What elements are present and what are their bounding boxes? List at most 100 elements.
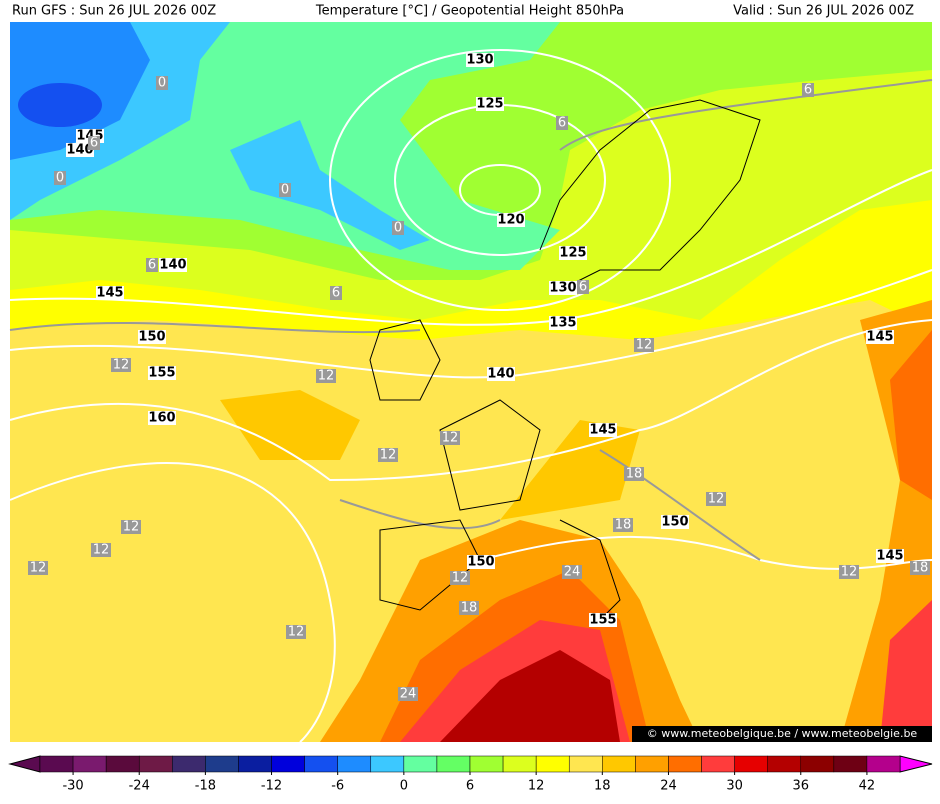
colorbar-segment [568, 755, 603, 773]
temperature-label: 12 [442, 431, 459, 446]
temperature-label-bg [392, 221, 404, 235]
temperature-label-bg [146, 258, 158, 272]
temperature-label: 12 [380, 448, 397, 463]
height-label: 125 [476, 97, 503, 112]
height-label-bg [487, 367, 515, 381]
temperature-label-bg [910, 561, 930, 575]
height-label: 150 [661, 515, 688, 530]
colorbar-tick-label: 18 [594, 779, 611, 794]
colorbar-segment [337, 755, 372, 773]
temperature-label: 0 [281, 183, 289, 198]
colorbar-segment [833, 755, 868, 773]
height-label: 125 [559, 246, 586, 261]
temperature-label: 6 [558, 116, 566, 131]
height-label: 130 [549, 281, 576, 296]
height-label: 130 [466, 53, 493, 68]
colorbar-segment [304, 755, 338, 773]
height-label: 155 [589, 613, 616, 628]
colorbar-segment [370, 755, 405, 773]
colorbar-tick-label: 12 [528, 779, 545, 794]
colorbar-tick-label: 42 [859, 779, 876, 794]
height-label: 120 [497, 213, 524, 228]
colorbar-tick-label: 24 [660, 779, 677, 794]
height-label: 140 [487, 367, 514, 382]
colorbar-tick-label: 0 [400, 779, 408, 794]
valid-label: Valid : Sun 26 JUL 2026 00Z [733, 4, 914, 19]
height-label: 150 [467, 555, 494, 570]
height-label-bg [559, 246, 587, 260]
colorbar-segment [271, 755, 305, 773]
colorbar-segment [767, 755, 802, 773]
temperature-label-bg [398, 687, 418, 701]
temperature-label: 24 [564, 565, 581, 580]
colorbar-segment [602, 755, 636, 773]
height-label: 160 [148, 411, 175, 426]
temperature-label-bg [330, 286, 342, 300]
temperature-label-bg [279, 183, 291, 197]
temperature-label: 18 [626, 467, 643, 482]
temperature-label: 12 [636, 338, 653, 353]
height-label: 145 [96, 286, 123, 301]
height-label-bg [466, 53, 494, 67]
map-area [9, 22, 933, 743]
temperature-label: 18 [615, 518, 632, 533]
temperature-label-bg [613, 518, 633, 532]
temperature-label: 6 [804, 83, 812, 98]
temperature-label: 12 [30, 561, 47, 576]
temperature-label: 18 [912, 561, 929, 576]
height-label: 140 [159, 258, 186, 273]
height-label-bg [66, 143, 94, 157]
temperature-label-bg [706, 492, 726, 506]
temperature-label: 12 [288, 625, 305, 640]
colorbar-segment [205, 755, 239, 773]
colorbar-segment [403, 755, 438, 773]
temperature-label: 12 [841, 565, 858, 580]
temperature-label-bg [624, 467, 644, 481]
height-label-bg [148, 411, 176, 425]
colorbar-segment [701, 755, 735, 773]
colorbar-arrow-left [8, 755, 41, 773]
colorbar-segment [436, 755, 471, 773]
height-label: 150 [138, 330, 165, 345]
run-label: Run GFS : Sun 26 JUL 2026 00Z [12, 4, 216, 19]
temperature-label: 0 [394, 221, 402, 236]
temperature-label-bg [459, 601, 479, 615]
map-title: Temperature [°C] / Geopotential Height 8… [315, 4, 624, 19]
height-label: 135 [549, 316, 576, 331]
temperature-label-bg [839, 565, 859, 579]
colorbar-segment [734, 755, 768, 773]
watermark-bg [632, 726, 932, 742]
colorbar-tick-label: 6 [466, 779, 474, 794]
colorbar-segment [866, 755, 901, 773]
temperature-label-bg [378, 448, 398, 462]
colorbar-tick-label: -30 [62, 779, 83, 794]
height-label-bg [467, 555, 495, 569]
colorbar-tick-label: -6 [331, 779, 344, 794]
temperature-label-bg [156, 76, 168, 90]
temperature-label: 6 [148, 258, 156, 273]
temperature-label-bg [286, 625, 306, 639]
temperature-label: 12 [452, 571, 469, 586]
height-label-bg [589, 423, 617, 437]
colorbar-segment [469, 755, 504, 773]
height-label-bg [661, 515, 689, 529]
temperature-label: 0 [158, 76, 166, 91]
temperature-label-bg [91, 543, 111, 557]
temperature-label-bg [121, 520, 141, 534]
temperature-label: 18 [461, 601, 478, 616]
temperature-label: 12 [123, 520, 140, 535]
colorbar-segment [800, 755, 835, 773]
temperature-label: 12 [113, 358, 130, 373]
height-label: 140 [66, 143, 93, 158]
colorbar-arrow-right [899, 755, 933, 773]
height-label-bg [589, 613, 617, 627]
temperature-label-bg [111, 358, 131, 372]
height-label-bg [549, 316, 577, 330]
temperature-label-bg [450, 571, 470, 585]
height-label-bg [876, 549, 904, 563]
temperature-label: 12 [708, 492, 725, 507]
colorbar-tick-label: -18 [195, 779, 216, 794]
height-label-bg [549, 281, 577, 295]
temperature-label-bg [28, 561, 48, 575]
